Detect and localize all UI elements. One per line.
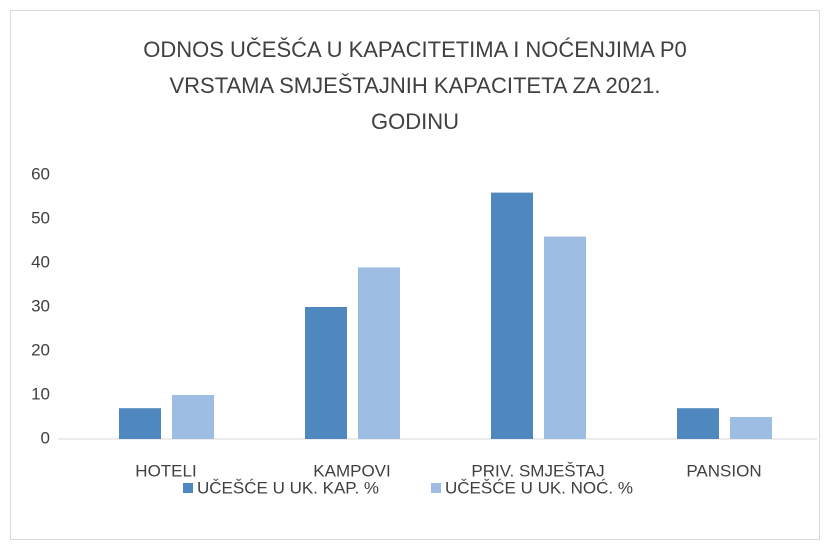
x-tick-label: HOTELI — [135, 461, 196, 480]
chart-title: VRSTAMA SMJEŠTAJNIH KAPACITETA ZA 2021. — [169, 73, 660, 98]
x-tick-label: PANSION — [686, 461, 761, 480]
bar — [544, 236, 586, 439]
bar — [172, 395, 214, 439]
chart-title: ODNOS UČEŠĆA U KAPACITETIMA I NOĆENJIMA … — [143, 37, 687, 62]
y-tick-label: 30 — [31, 296, 50, 315]
y-tick-label: 20 — [31, 340, 50, 359]
bar — [491, 192, 533, 439]
x-tick-label: KAMPOVI — [313, 461, 390, 480]
legend-label: UČEŠĆE U UK. KAP. % — [197, 478, 379, 497]
bar — [119, 408, 161, 439]
legend-swatch — [431, 483, 441, 493]
y-tick-label: 40 — [31, 252, 50, 271]
bar — [305, 307, 347, 439]
y-tick-label: 10 — [31, 384, 50, 403]
bar — [358, 267, 400, 439]
y-tick-label: 60 — [31, 164, 50, 183]
bar — [677, 408, 719, 439]
chart-border — [10, 10, 820, 540]
chart-title: GODINU — [371, 109, 459, 134]
y-tick-label: 0 — [41, 428, 50, 447]
y-tick-label: 50 — [31, 208, 50, 227]
x-tick-label: PRIV. SMJEŠTAJ — [471, 461, 604, 480]
bar — [730, 417, 772, 439]
legend-swatch — [183, 483, 193, 493]
legend-label: UČEŠĆE U UK. NOĆ. % — [445, 478, 633, 497]
